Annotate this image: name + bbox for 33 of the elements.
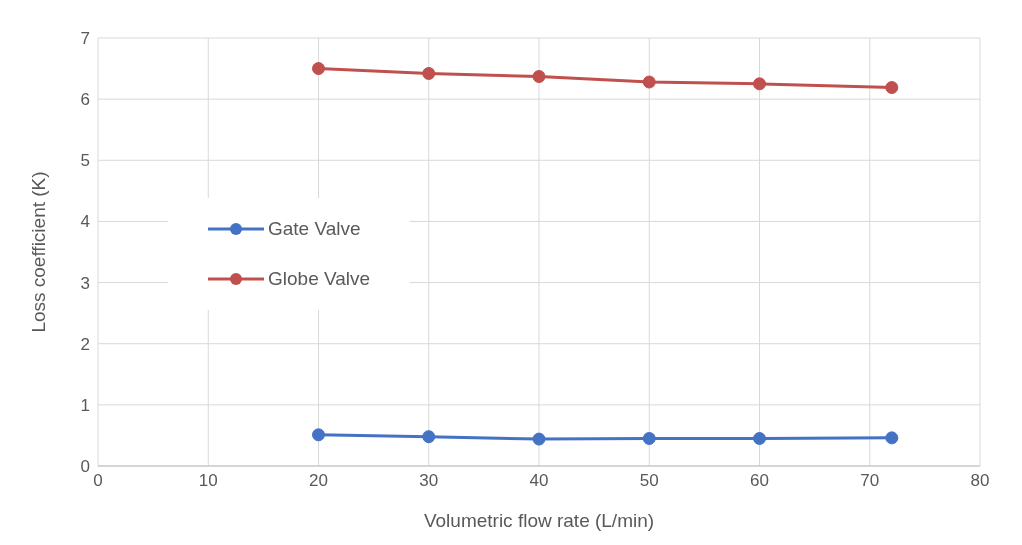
point bbox=[312, 62, 325, 76]
legend-label: Globe Valve bbox=[268, 268, 371, 290]
x-tick-label: 10 bbox=[198, 471, 218, 491]
y-tick-label: 0 bbox=[80, 457, 90, 477]
x-tick-label: 60 bbox=[750, 471, 769, 491]
x-tick-label: 30 bbox=[419, 471, 439, 491]
x-axis-title: Volumetric flow rate (L/min) bbox=[423, 510, 655, 532]
y-tick-label: 7 bbox=[80, 29, 90, 49]
point bbox=[312, 428, 325, 442]
point bbox=[642, 431, 656, 445]
y-axis-title: Loss coefficient (K) bbox=[27, 171, 49, 333]
y-tick-label: 2 bbox=[80, 334, 90, 354]
point bbox=[885, 431, 899, 445]
point bbox=[753, 431, 766, 445]
point bbox=[532, 70, 546, 84]
y-tick-label: 4 bbox=[80, 212, 90, 232]
x-tick-label: 80 bbox=[970, 471, 990, 491]
y-tick-label: 6 bbox=[80, 90, 90, 110]
y-tick-label: 1 bbox=[80, 395, 90, 415]
x-tick-label: 70 bbox=[860, 471, 880, 491]
y-tick-label: 5 bbox=[80, 151, 90, 171]
point bbox=[885, 81, 899, 95]
legend-label: Gate Valve bbox=[268, 218, 361, 240]
x-tick-label: 40 bbox=[529, 471, 549, 491]
point bbox=[422, 430, 436, 444]
x-tick-label: 50 bbox=[639, 471, 659, 491]
y-tick-label: 3 bbox=[80, 273, 90, 293]
point bbox=[753, 77, 766, 91]
point bbox=[532, 432, 546, 446]
x-tick-label: 0 bbox=[93, 471, 103, 491]
x-tick-label: 20 bbox=[309, 471, 328, 491]
point bbox=[642, 75, 656, 89]
point bbox=[422, 66, 436, 80]
